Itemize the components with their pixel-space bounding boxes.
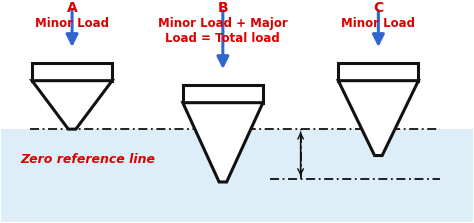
Text: A: A	[67, 1, 77, 15]
Text: Minor Load: Minor Load	[341, 17, 415, 30]
Bar	[32, 63, 112, 81]
Text: Minor Load + Major
Load = Total load: Minor Load + Major Load = Total load	[158, 17, 288, 45]
Text: B: B	[218, 1, 228, 15]
Text: C: C	[373, 1, 383, 15]
Polygon shape	[338, 81, 419, 156]
Bar	[1, 129, 473, 222]
Text: Minor Load: Minor Load	[35, 17, 109, 30]
Bar	[183, 85, 263, 103]
Polygon shape	[32, 81, 112, 129]
Polygon shape	[183, 103, 263, 182]
Bar	[338, 63, 419, 81]
Text: Zero reference line: Zero reference line	[20, 153, 155, 166]
